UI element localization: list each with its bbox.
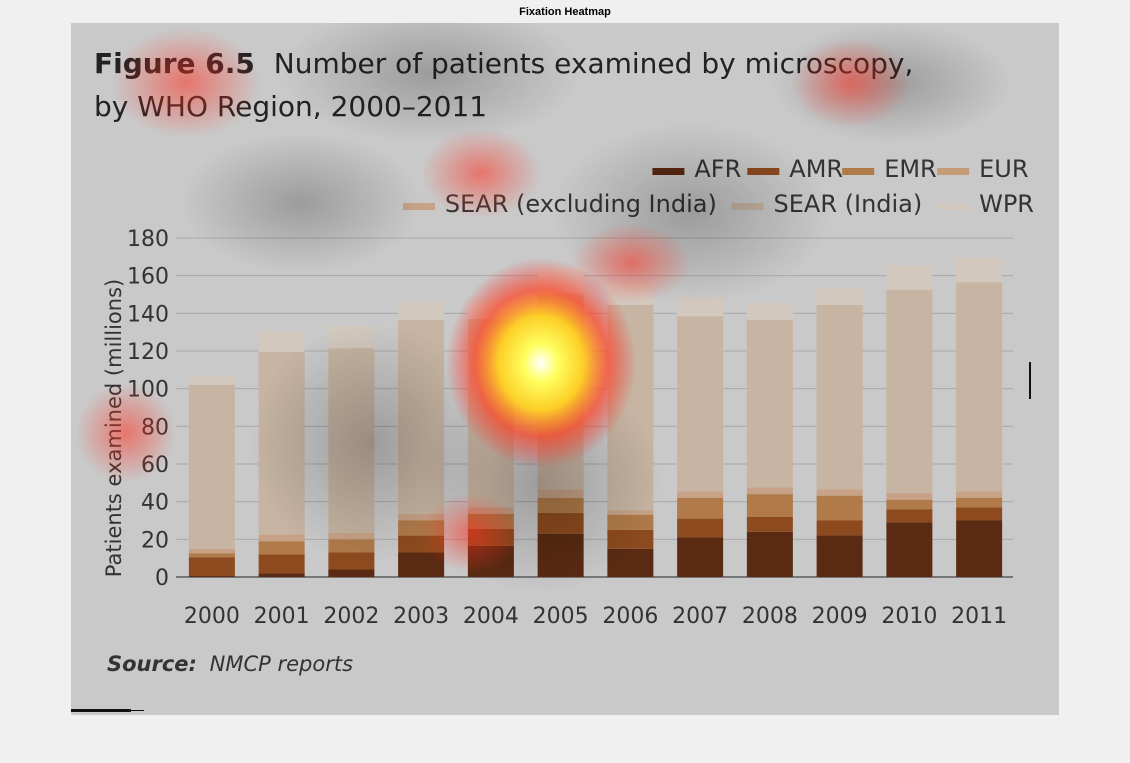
x-tick-label: 2006 (602, 604, 658, 629)
bar-segment (746, 487, 793, 494)
bar-segment (956, 496, 1003, 498)
legend-label: EMR (884, 155, 937, 183)
chart-svg: Figure 6.5 Number of patients examined b… (76, 23, 1034, 676)
bar-segment (677, 537, 724, 577)
bar-segment (746, 493, 793, 495)
bar-segment (956, 507, 1003, 521)
bar-segment (746, 319, 793, 488)
bar-segment (746, 494, 793, 517)
bar-segment (886, 493, 933, 499)
bar-segment (188, 548, 235, 553)
bar-segment (398, 301, 445, 320)
bar-segment (886, 509, 933, 523)
legend-swatch (937, 203, 970, 210)
bar-segment (816, 287, 863, 305)
bar-segment (956, 491, 1003, 497)
bar-segment (258, 541, 305, 555)
bar-segment (677, 518, 724, 538)
bar-segment (188, 384, 235, 549)
y-tick-label: 20 (141, 528, 169, 553)
bar-segment (258, 331, 305, 352)
x-tick-label: 2011 (951, 604, 1007, 629)
bar-segment (816, 489, 863, 496)
y-tick-label: 180 (127, 227, 169, 252)
legend-label: EUR (979, 155, 1028, 183)
chart-x-ticks: 2000 2001 2002 2003 2004 2005 2006 2007 2008 2009… (184, 604, 1007, 629)
x-tick-label: 2002 (323, 604, 379, 629)
legend-swatch (842, 168, 875, 175)
x-tick-label: 2009 (812, 604, 868, 629)
bar-segment (886, 265, 933, 290)
bar-segment (258, 540, 305, 542)
bar-segment (188, 557, 235, 577)
bar-segment (886, 522, 933, 577)
fixation-heat-spots (76, 28, 911, 573)
bar-segment (188, 576, 235, 577)
x-tick-label: 2004 (463, 604, 519, 629)
x-tick-label: 2007 (672, 604, 728, 629)
bar-segment (188, 553, 235, 558)
bar-segment (746, 531, 793, 577)
bar-segment (816, 520, 863, 536)
bar-segment (746, 302, 793, 320)
source-note: Source: NMCP reports (107, 652, 353, 676)
legend-swatch (937, 168, 970, 175)
bar-segment (886, 498, 933, 500)
y-tick-label: 140 (127, 302, 169, 327)
x-tick-label: 2008 (742, 604, 798, 629)
y-tick-label: 120 (127, 340, 169, 365)
bar-segment (188, 375, 235, 385)
bar-segment (746, 516, 793, 532)
legend-label: WPR (979, 190, 1034, 218)
y-tick-label: 0 (155, 566, 169, 591)
bar-segment (886, 499, 933, 510)
bar-segment (258, 573, 305, 577)
bar-segment (816, 496, 863, 521)
bar-segment (956, 257, 1003, 283)
bar-segment (677, 316, 724, 492)
bar-segment (956, 520, 1003, 577)
scale-bar-tail (131, 710, 144, 711)
x-tick-label: 2000 (184, 604, 240, 629)
bar-segment (816, 304, 863, 490)
scale-bar (71, 709, 131, 712)
x-tick-label: 2010 (881, 604, 937, 629)
bar-segment (258, 554, 305, 574)
figure-panel: Figure 6.5 Number of patients examined b… (71, 23, 1059, 715)
bar-segment (677, 491, 724, 497)
bar-segment (816, 535, 863, 577)
bar-segment (677, 497, 724, 519)
bar-segment (886, 289, 933, 494)
x-tick-label: 2005 (533, 604, 589, 629)
bar-segment (188, 552, 235, 554)
cursor-marker (1029, 362, 1031, 399)
window-title: Fixation Heatmap (519, 6, 611, 18)
y-tick-label: 160 (127, 265, 169, 290)
bar-segment (816, 495, 863, 497)
bar-segment (328, 569, 375, 577)
bar-segment (677, 496, 724, 498)
bar-segment (258, 534, 305, 541)
x-tick-label: 2001 (254, 604, 310, 629)
bar-segment (956, 282, 1003, 492)
x-tick-label: 2003 (393, 604, 449, 629)
bar-segment (956, 497, 1003, 508)
y-tick-label: 40 (141, 491, 169, 516)
